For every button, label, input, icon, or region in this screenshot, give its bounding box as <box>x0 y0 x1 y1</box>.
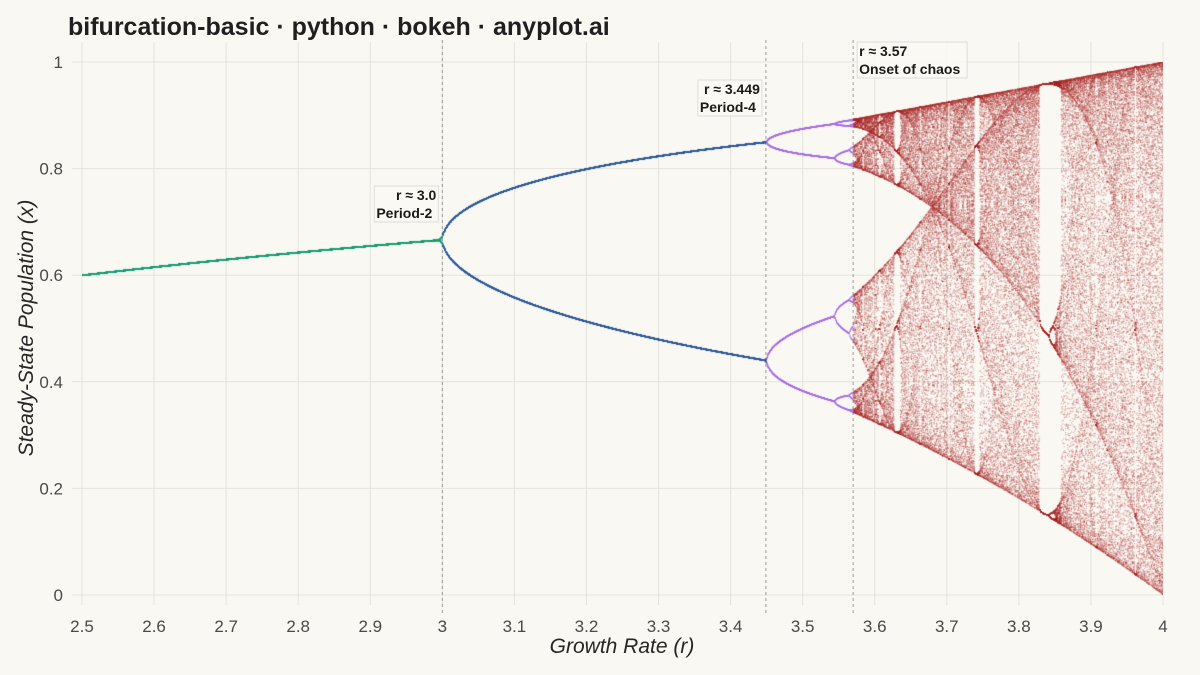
annotation-line2: Period-4 <box>700 99 756 115</box>
x-tick-label: 3.6 <box>863 617 887 636</box>
x-tick-label: 4 <box>1158 617 1167 636</box>
x-tick-label: 3 <box>438 617 447 636</box>
y-tick-label: 0.2 <box>39 479 63 498</box>
x-tick-label: 3.5 <box>791 617 815 636</box>
x-tick-label: 2.9 <box>358 617 382 636</box>
x-tick-label: 3.9 <box>1079 617 1103 636</box>
annotation-box <box>697 79 763 117</box>
x-tick-label: 3.2 <box>575 617 599 636</box>
annotation-line2: Period-2 <box>376 205 432 221</box>
y-axis-label: Steady-State Population (x) <box>15 200 38 457</box>
annotation-line2: Onset of chaos <box>859 61 960 77</box>
x-axis-label: Growth Rate (r) <box>550 635 695 658</box>
chart-title: bifurcation-basic · python · bokeh · any… <box>68 13 610 41</box>
x-tick-label: 2.6 <box>142 617 166 636</box>
y-tick-label: 0.4 <box>39 373 63 392</box>
x-tick-label: 2.5 <box>70 617 94 636</box>
annotation-line1: r ≈ 3.0 <box>396 187 437 203</box>
annotations: r ≈ 3.0 Period-2 r ≈ 3.449 Period-4 r ≈ 3.57… <box>373 41 968 223</box>
y-tick-label: 0 <box>54 586 63 605</box>
annotation-box <box>373 185 439 223</box>
annotation: r ≈ 3.57 Onset of chaos <box>856 41 968 79</box>
x-tick-label: 2.7 <box>214 617 238 636</box>
annotation-line1: r ≈ 3.57 <box>859 43 907 59</box>
y-tick-label: 0.6 <box>39 266 63 285</box>
annotation: r ≈ 3.0 Period-2 <box>373 185 439 223</box>
x-tick-label: 3.4 <box>719 617 743 636</box>
y-tick-label: 0.8 <box>39 160 63 179</box>
x-tick-label: 3.7 <box>935 617 959 636</box>
bifurcation-points <box>82 62 1163 595</box>
plot-area <box>82 62 1163 595</box>
x-tick-label: 2.8 <box>286 617 310 636</box>
annotation-box <box>856 41 968 79</box>
x-tick-label: 3.3 <box>647 617 671 636</box>
x-tick-label: 3.1 <box>503 617 527 636</box>
annotation: r ≈ 3.449 Period-4 <box>697 79 763 117</box>
y-tick-label: 1 <box>54 53 63 72</box>
tick-labels: 2.5 2.6 2.7 2.8 2.9 3 3.1 3.2 3.3 3.4 3.5 3.6 3.7 3.8… <box>39 53 1167 636</box>
x-tick-label: 3.8 <box>1007 617 1031 636</box>
annotation-line1: r ≈ 3.449 <box>704 81 760 97</box>
